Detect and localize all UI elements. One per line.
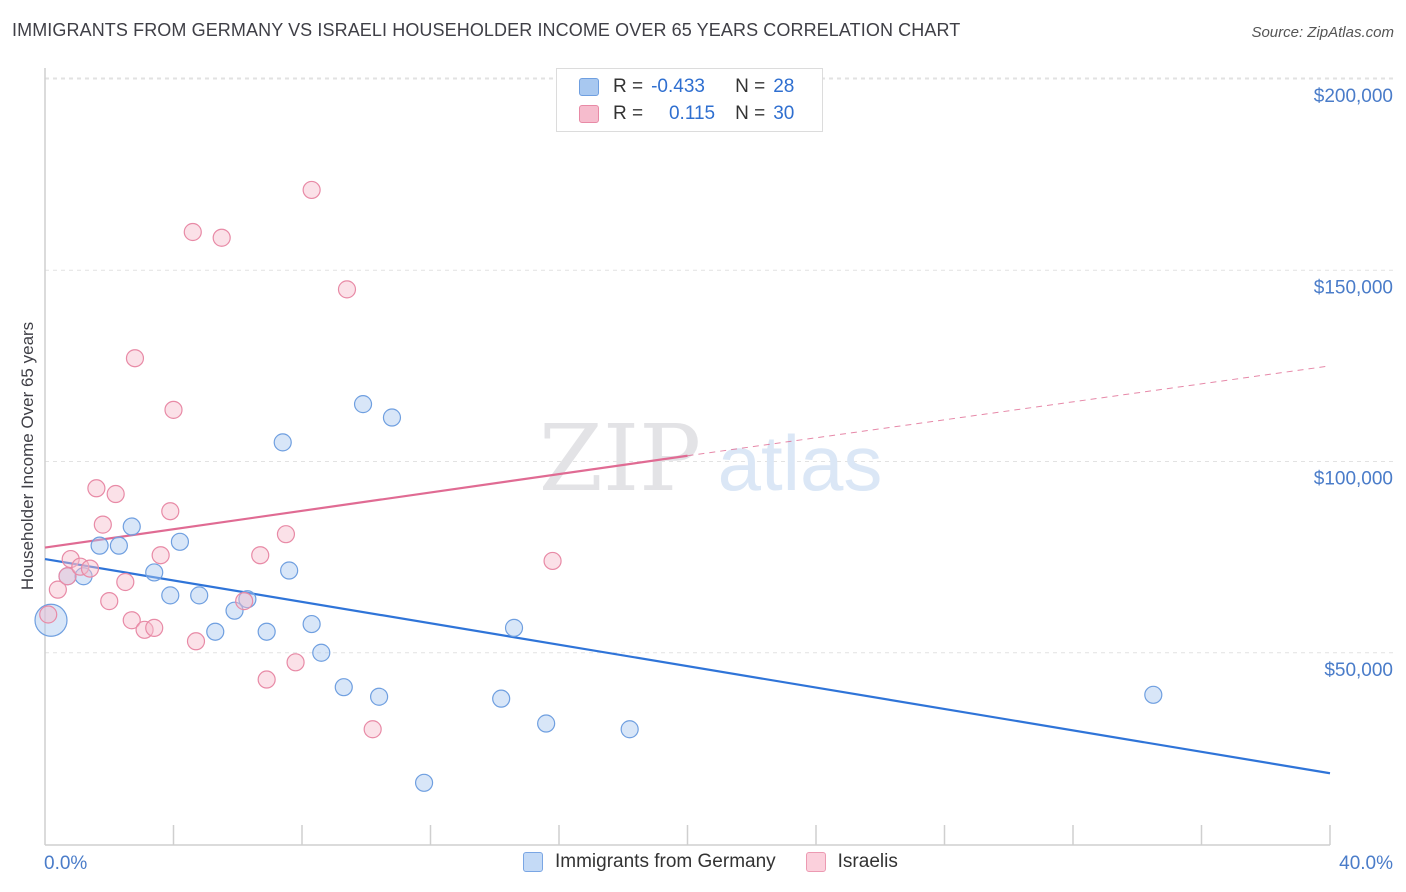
data-point [492,689,511,708]
legend-swatch-germany [579,78,599,96]
watermark: ZIP atlas [539,405,882,512]
data-point [257,670,276,689]
data-point [302,614,321,634]
trend-line [44,454,688,549]
data-point [543,551,562,571]
data-point [286,653,305,672]
source-label: Source: ZipAtlas.com [1251,24,1394,41]
x-tick-labels: 0.0% 40.0% [44,853,1393,874]
legend-row-germany: R = -0.433 N = 28 [579,75,794,99]
data-point [334,678,353,697]
data-point [212,228,231,247]
data-point [1144,685,1163,704]
y-tick-label: $150,000 [1314,277,1393,298]
legend-n-label: N = [735,103,766,124]
trend-line [44,557,1331,775]
data-point [122,611,141,630]
legend-swatch-germany [523,852,543,872]
data-point [382,408,402,427]
axes [44,68,1331,846]
data-point [161,502,180,521]
data-point [186,632,206,651]
legend-r-label: R = [613,76,644,97]
legend-swatch-israelis [579,105,599,123]
data-point [170,532,190,551]
data-point [183,222,202,242]
data-point [337,280,357,299]
data-point [106,484,125,504]
data-point [537,714,556,733]
trend-line-extension [687,365,1331,457]
data-point [109,536,128,555]
data-point [145,563,164,582]
data-point [90,536,109,555]
y-tick-labels: $50,000 $100,000 $150,000 $200,000 [1314,86,1393,681]
grid-lines [45,77,1393,654]
legend-row-israelis: R = 0.115 N = 30 [579,102,794,126]
data-point [206,622,225,641]
data-point [312,643,331,662]
data-point [251,546,270,565]
data-point [93,515,112,534]
legend-n-value: 28 [773,76,795,97]
data-point [276,525,296,544]
x-tick-label: 40.0% [1339,853,1393,874]
chart-title: IMMIGRANTS FROM GERMANY VS ISRAELI HOUSE… [12,20,961,40]
data-point [363,720,382,739]
data-point [225,601,244,620]
series-legend: Immigrants from Germany Israelis [523,851,928,873]
data-point [273,433,292,452]
legend-n-label: N = [735,76,766,97]
data-point [370,687,389,706]
data-point [353,395,373,414]
data-point [61,549,80,569]
data-point [504,618,524,637]
data-point [80,559,100,578]
correlation-legend: R = -0.433 N = 28 R = 0.115 N = 30 [556,68,823,132]
data-point [145,618,164,637]
data-point [122,517,141,536]
data-point [620,720,639,739]
data-point [161,586,180,605]
data-point [414,773,434,792]
y-axis-label: Householder Income Over 65 years [18,322,37,590]
legend-item-germany[interactable]: Immigrants from Germany [523,851,776,873]
legend-item-israelis[interactable]: Israelis [805,851,898,873]
data-point [190,586,209,605]
data-point [39,605,58,624]
legend-r-label: R = [613,103,644,124]
data-point [116,572,135,592]
data-point [58,567,77,586]
data-point [48,580,67,599]
data-point [238,590,257,609]
legend-label-germany: Immigrants from Germany [555,851,776,872]
legend-n-value: 30 [773,103,795,124]
y-tick-label: $100,000 [1314,469,1393,490]
data-point [257,622,276,641]
y-tick-label: $200,000 [1314,86,1393,107]
data-point [235,592,254,611]
watermark-zip: ZIP [539,405,701,512]
data-point [100,592,119,611]
legend-r-value: 0.115 [668,103,716,124]
legend-r-value: -0.433 [651,76,705,97]
data-point [280,561,299,580]
data-point [302,180,321,200]
data-point [34,603,68,637]
data-point [125,349,145,368]
x-tick-label: 0.0% [44,853,87,874]
y-tick-label: $50,000 [1324,660,1393,681]
legend-swatch-israelis [805,852,826,872]
data-point [87,479,106,498]
data-points [34,180,1163,792]
data-point [164,400,183,419]
data-point [151,546,170,565]
legend-label-israelis: Israelis [837,851,898,872]
watermark-atlas: atlas [718,419,883,507]
trend-lines [44,365,1331,775]
